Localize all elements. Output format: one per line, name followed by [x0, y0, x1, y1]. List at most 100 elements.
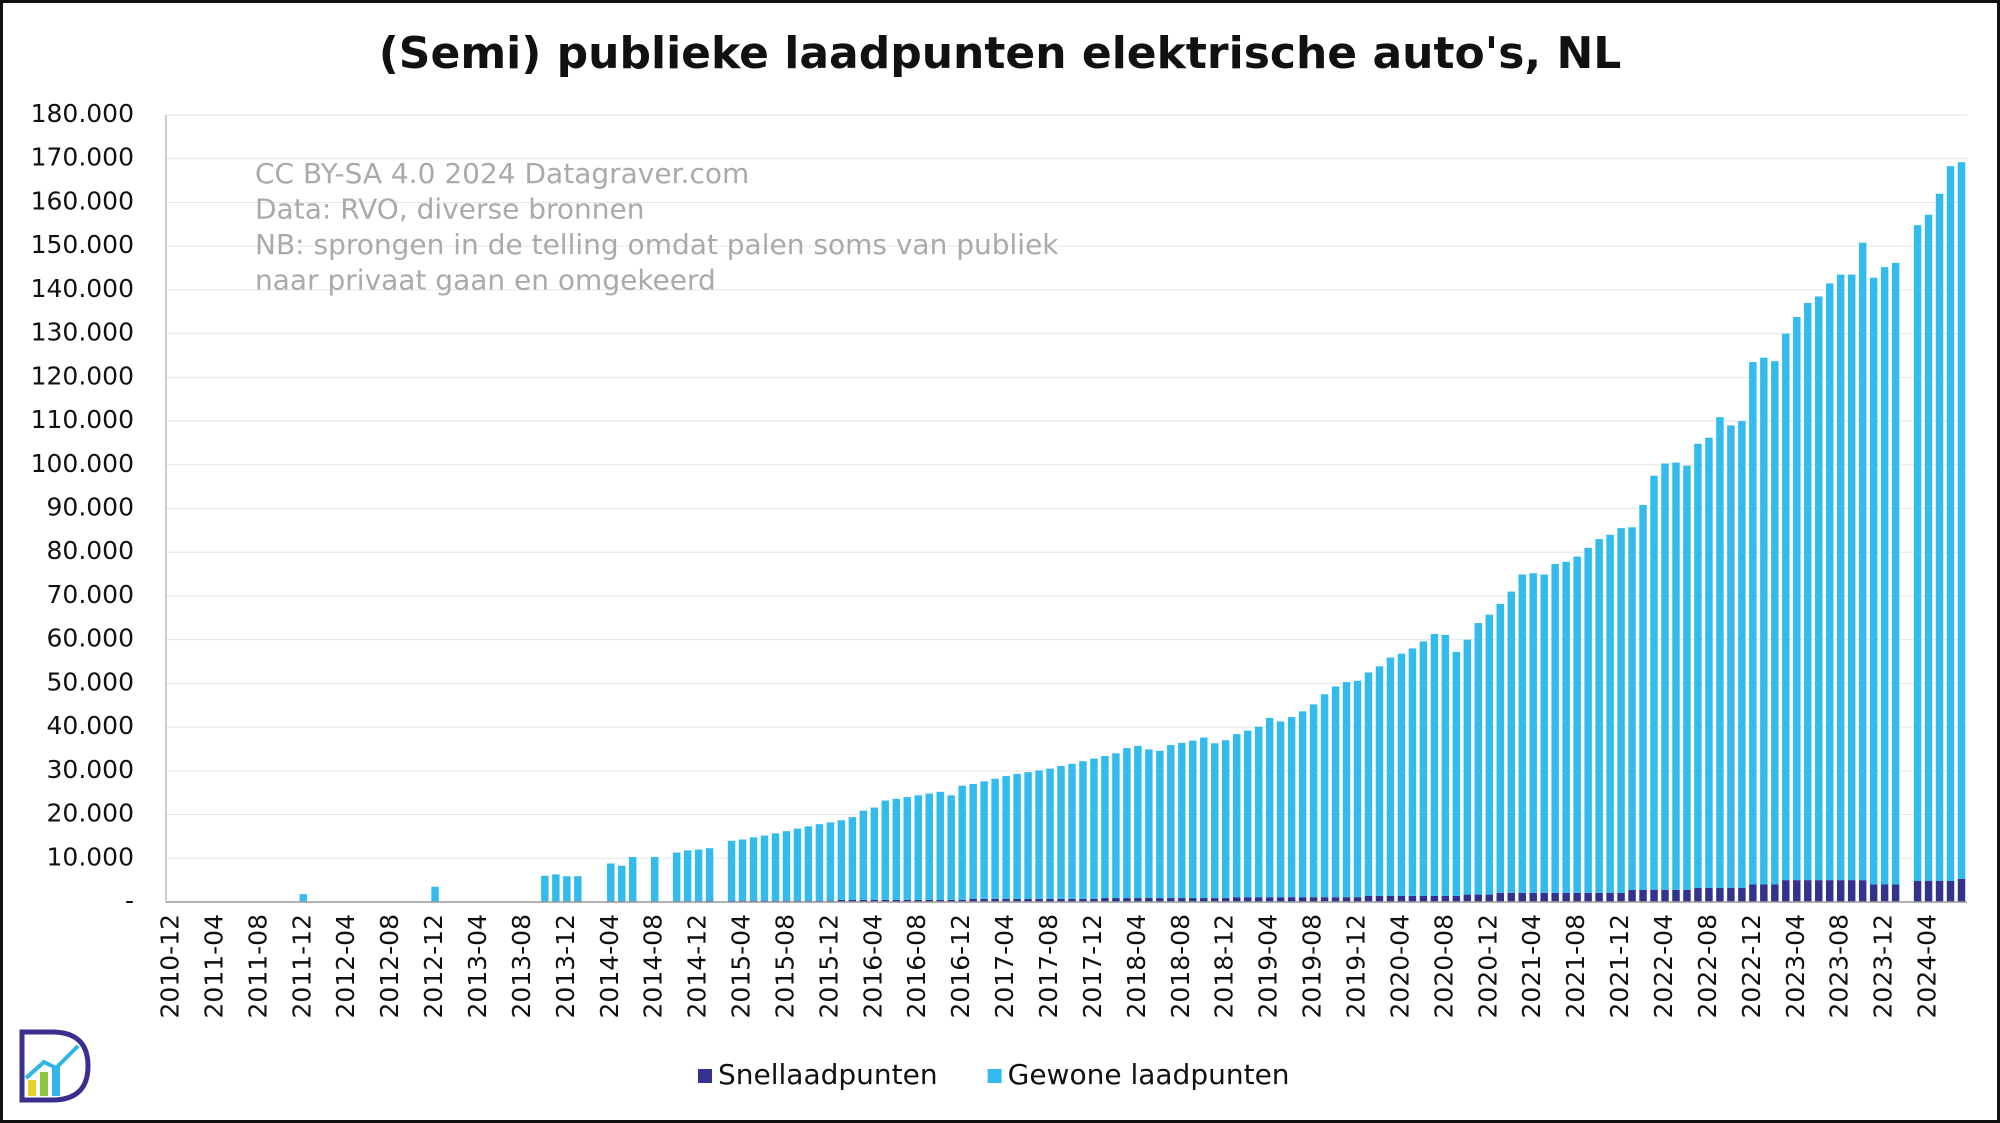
bar — [1156, 898, 1164, 902]
x-tick-label: 2023-08 — [1825, 914, 1854, 1018]
bar — [1617, 528, 1625, 893]
bar — [1320, 897, 1329, 902]
bar — [1485, 614, 1494, 895]
x-tick-label: 2017-04 — [990, 914, 1019, 1018]
bar — [650, 856, 659, 902]
bar — [1035, 898, 1043, 902]
x-tick-label: 2017-08 — [1034, 914, 1063, 1018]
bar — [793, 828, 802, 901]
bar — [1946, 881, 1955, 902]
y-tick-label: 50.000 — [47, 667, 134, 696]
x-tick-label: 2022-04 — [1649, 914, 1678, 1018]
annotation: naar privaat gaan en omgekeerd — [255, 264, 716, 297]
bar — [1331, 686, 1340, 898]
y-tick-label: 140.000 — [31, 274, 134, 303]
bar — [1463, 639, 1472, 895]
bar — [1222, 740, 1230, 899]
bar — [1287, 897, 1296, 902]
x-tick-label: 2019-08 — [1298, 914, 1327, 1018]
bar — [1507, 591, 1515, 893]
bar — [1232, 897, 1241, 902]
bar — [1309, 897, 1318, 902]
bar — [1298, 897, 1307, 902]
x-tick-label: 2022-08 — [1693, 914, 1722, 1018]
bar — [1793, 316, 1801, 881]
bar — [1924, 881, 1933, 902]
bar — [1650, 475, 1658, 890]
bar — [1595, 892, 1603, 902]
bar — [563, 876, 571, 902]
bar — [628, 856, 637, 902]
bar — [1705, 888, 1713, 902]
bar — [1145, 749, 1153, 899]
y-tick-label: 40.000 — [47, 711, 134, 740]
bar — [1145, 898, 1153, 902]
bar — [848, 899, 857, 902]
bar — [1430, 895, 1439, 902]
bar — [1804, 303, 1812, 881]
bar — [958, 899, 966, 902]
bar — [804, 826, 813, 901]
x-tick-label: 2012-04 — [331, 914, 360, 1018]
bar — [1946, 166, 1955, 882]
chart-title: (Semi) publieke laadpunten elektrische a… — [379, 28, 1622, 79]
bar — [1320, 694, 1329, 898]
x-tick-label: 2015-12 — [814, 914, 843, 1018]
bar — [1793, 880, 1801, 902]
y-tick-label: 20.000 — [47, 799, 134, 828]
bar — [980, 781, 988, 899]
bar — [1178, 742, 1186, 899]
x-tick-label: 2012-12 — [419, 914, 448, 1018]
bar — [1639, 889, 1647, 902]
annotation: CC BY-SA 4.0 2024 Datagraver.com — [255, 157, 749, 190]
bar — [1079, 761, 1087, 899]
bar — [1716, 888, 1724, 902]
bar — [870, 807, 879, 900]
bar — [1342, 897, 1351, 902]
bar — [859, 810, 868, 900]
legend-swatch — [987, 1069, 1002, 1083]
bar — [1090, 898, 1098, 902]
bar — [1156, 750, 1164, 899]
x-tick-label: 2013-04 — [463, 914, 492, 1018]
bar — [1386, 895, 1395, 902]
bar — [991, 898, 999, 902]
bar — [837, 820, 846, 900]
bar — [903, 797, 911, 900]
x-tick-label: 2011-08 — [243, 914, 272, 1018]
bar — [1211, 898, 1219, 902]
bar — [299, 894, 308, 902]
bar — [1364, 895, 1373, 902]
bar — [727, 840, 736, 901]
bar — [705, 848, 714, 901]
bar — [1507, 892, 1515, 902]
bar — [1804, 880, 1812, 902]
x-tick-label: 2023-04 — [1781, 914, 1810, 1018]
bar — [1167, 745, 1175, 899]
bar — [1606, 892, 1614, 902]
x-tick-label: 2021-12 — [1605, 914, 1634, 1018]
bar — [1913, 881, 1922, 902]
bar — [1913, 225, 1922, 882]
x-tick-label: 2014-12 — [683, 914, 712, 1018]
bar — [1628, 527, 1636, 890]
bar — [914, 899, 922, 902]
bar — [1694, 443, 1702, 889]
bar — [1825, 283, 1834, 881]
x-tick-label: 2020-12 — [1473, 914, 1502, 1018]
bar — [1836, 880, 1845, 902]
y-tick-label: 160.000 — [31, 186, 134, 215]
legend-label: Snellaadpunten — [718, 1058, 938, 1091]
bar — [1441, 634, 1450, 896]
bar — [1584, 892, 1592, 902]
bar — [574, 876, 582, 902]
bar — [1496, 603, 1505, 893]
bar — [1013, 898, 1021, 902]
bar — [848, 817, 857, 900]
bar — [1760, 357, 1768, 885]
x-tick-label: 2015-04 — [727, 914, 756, 1018]
bar — [1243, 897, 1252, 902]
bar — [1518, 574, 1526, 893]
bar — [771, 833, 780, 901]
x-tick-label: 2022-12 — [1737, 914, 1766, 1018]
